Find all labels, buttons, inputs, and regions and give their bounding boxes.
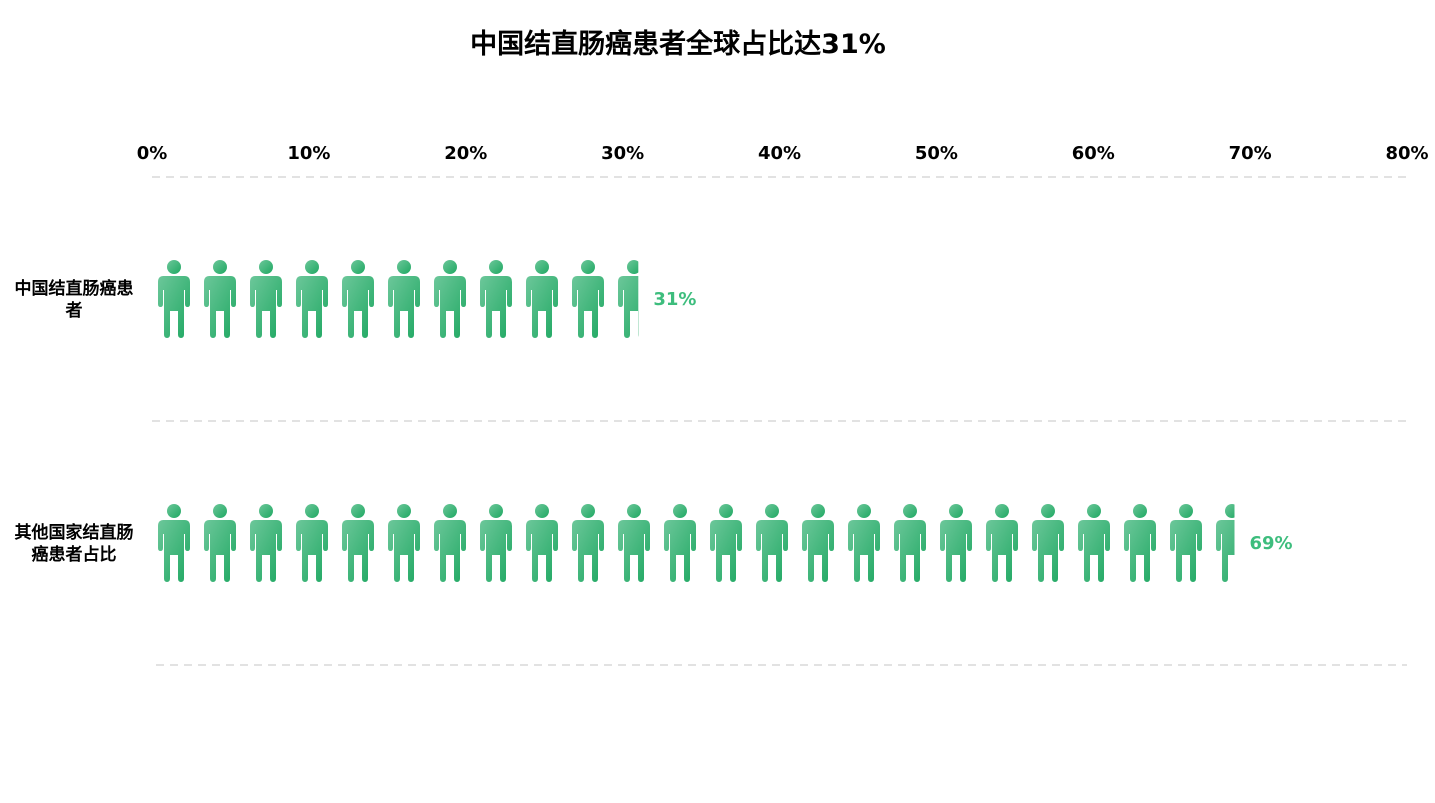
x-tick-label: 70%: [1229, 143, 1272, 164]
x-tick-label: 0%: [137, 143, 168, 164]
person-icon: [204, 260, 236, 338]
person-icon: [526, 260, 558, 338]
x-tick-label: 40%: [758, 143, 801, 164]
person-icon: [848, 504, 880, 582]
x-tick-label: 20%: [444, 143, 487, 164]
person-icon: [388, 504, 420, 582]
person-icon: [388, 260, 420, 338]
x-axis-ticks: 0% 10% 20% 30% 40% 50% 60% 70% 80%: [137, 143, 1429, 164]
bar-row: [158, 260, 639, 338]
person-icon: [618, 504, 650, 582]
person-icon: [342, 504, 374, 582]
person-icon: [158, 260, 190, 338]
person-icon: [572, 504, 604, 582]
person-icon: [572, 260, 604, 338]
person-icon: [1124, 504, 1156, 582]
person-icon: [894, 504, 926, 582]
category-label: 其他国家结直肠癌患者占比: [15, 522, 134, 565]
person-icon: [1216, 504, 1235, 582]
person-icon: [296, 504, 328, 582]
x-tick-label: 30%: [601, 143, 644, 164]
value-label: 69%: [1249, 533, 1292, 554]
person-icon: [710, 504, 742, 582]
person-icon: [296, 260, 328, 338]
person-icon: [204, 504, 236, 582]
person-icon: [158, 504, 190, 582]
x-tick-label: 80%: [1385, 143, 1428, 164]
person-icon: [434, 504, 466, 582]
person-icon: [986, 504, 1018, 582]
person-icon: [1032, 504, 1064, 582]
person-icon: [526, 504, 558, 582]
bar-row: [158, 504, 1235, 582]
person-icon: [434, 260, 466, 338]
person-icon: [802, 504, 834, 582]
person-icon: [1078, 504, 1110, 582]
gridlines: [152, 176, 1407, 666]
person-icon: [940, 504, 972, 582]
chart-title: 中国结直肠癌患者全球占比达31%: [470, 28, 886, 60]
x-tick-label: 60%: [1072, 143, 1115, 164]
x-tick-label: 10%: [287, 143, 330, 164]
x-tick-label: 50%: [915, 143, 958, 164]
person-icon: [618, 260, 639, 338]
person-icon: [480, 504, 512, 582]
person-icon: [664, 504, 696, 582]
category-label: 中国结直肠癌患者: [15, 278, 134, 321]
pictorial-bars: 31% 69%: [158, 260, 1293, 582]
person-icon: [342, 260, 374, 338]
person-icon: [480, 260, 512, 338]
person-icon: [1170, 504, 1202, 582]
person-icon: [250, 504, 282, 582]
person-icon: [250, 260, 282, 338]
value-label: 31%: [653, 289, 696, 310]
person-icon: [756, 504, 788, 582]
